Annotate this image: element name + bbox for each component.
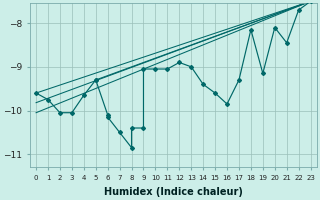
X-axis label: Humidex (Indice chaleur): Humidex (Indice chaleur) — [104, 187, 243, 197]
